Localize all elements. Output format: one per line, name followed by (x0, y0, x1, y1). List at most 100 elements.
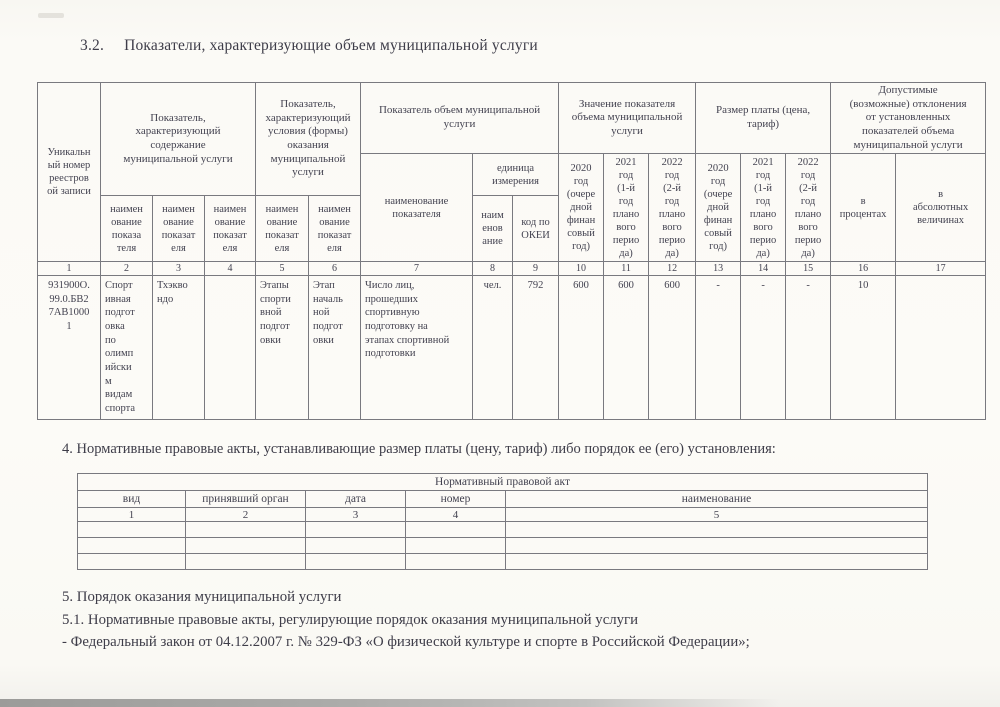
data-registry-number: 931900О. 99.0.БВ2 7АВ1000 1 (37, 275, 101, 421)
header-subname-3: наимен ование показат еля (204, 195, 256, 263)
header-subname-1: наимен ование показа теля (100, 195, 153, 263)
section-3-2-heading: 3.2. Показатели, характеризующие объем му… (80, 37, 538, 55)
colnum-cell: 6 (307, 261, 362, 277)
colnum-cell: 10 (558, 261, 605, 277)
data-value-2022: 600 (648, 275, 697, 421)
legal-colnum-cell: 5 (504, 507, 929, 522)
legal-empty-row (77, 553, 929, 570)
legal-empty-cell (185, 553, 306, 570)
legal-col-organ: принявший орган (185, 490, 306, 508)
legal-empty-cell (77, 553, 186, 570)
colnum-cell: 3 (152, 261, 205, 277)
colnum-cell: 8 (472, 261, 514, 277)
header-unique-number: Уникальн ый номер реестров ой записи (37, 81, 101, 263)
data-deviation-absolute (895, 275, 987, 421)
legal-empty-cell (504, 553, 929, 570)
legal-empty-cell (405, 537, 506, 554)
legal-col-number: номер (405, 490, 506, 508)
data-price-2021: - (740, 275, 787, 421)
legal-empty-cell (185, 521, 306, 538)
volume-indicators-table: Уникальн ый номер реестров ой записи Пок… (37, 81, 987, 421)
section-3-2-number: 3.2. (80, 37, 105, 54)
data-deviation-percent: 10 (830, 275, 897, 421)
data-value-2020: 600 (558, 275, 605, 421)
section-5-block: 5. Порядок оказания муниципальной услуги… (62, 586, 982, 654)
legal-empty-row (77, 537, 929, 554)
header-year-2022-value: 2022 год (2-й год плано вого перио да) (648, 153, 697, 263)
section-4-title: 4. Нормативные правовые акты, устанавлив… (62, 441, 776, 457)
header-group-value: Значение показателя объема муниципальной… (558, 81, 697, 155)
legal-colnum-cell: 4 (405, 507, 506, 522)
header-unit: единица измерения (472, 153, 560, 197)
colnum-cell: 16 (830, 261, 897, 277)
section-5-1-law-item: - Федеральный закон от 04.12.2007 г. № 3… (62, 634, 750, 650)
colnum-cell: 11 (603, 261, 650, 277)
legal-empty-cell (305, 553, 406, 570)
data-okei-code: 792 (512, 275, 560, 421)
legal-acts-table: Нормативный правовой акт вид принявший о… (76, 473, 929, 570)
header-year-2022-price: 2022 год (2-й год плано вого перио да) (785, 153, 832, 263)
data-unit-name: чел. (472, 275, 514, 421)
legal-empty-row (77, 521, 929, 538)
colnum-cell: 4 (204, 261, 256, 277)
legal-col-date: дата (305, 490, 406, 508)
colnum-cell: 15 (785, 261, 832, 277)
header-group-deviation: Допустимые (возможные) отклонения от уст… (830, 81, 987, 155)
legal-table-title: Нормативный правовой акт (76, 473, 929, 491)
legal-empty-cell (185, 537, 306, 554)
legal-empty-cell (305, 537, 406, 554)
header-subname-5: наимен ование показат еля (307, 195, 362, 263)
legal-empty-cell (77, 537, 186, 554)
header-group-volume: Показатель объем муниципальной услуги (360, 81, 560, 155)
table-row: 931900О. 99.0.БВ2 7АВ1000 1 Спорт ивная … (37, 275, 987, 421)
colnum-cell: 7 (360, 261, 474, 277)
colnum-cell: 5 (255, 261, 309, 277)
header-unit-okei: код по ОКЕИ (512, 195, 560, 263)
scan-edge-shadow (0, 699, 780, 707)
data-price-2020: - (695, 275, 742, 421)
legal-col-name: наименование (504, 490, 929, 508)
header-subname-4: наимен ование показат еля (255, 195, 309, 263)
colnum-cell: 12 (648, 261, 697, 277)
colnum-cell: 1 (37, 261, 101, 277)
legal-empty-cell (504, 537, 929, 554)
header-year-2021-price: 2021 год (1-й год плано вого перио да) (740, 153, 787, 263)
colnum-cell: 2 (100, 261, 153, 277)
header-group-conditions: Показатель, характеризующий условия (фор… (254, 81, 362, 197)
legal-empty-cell (77, 521, 186, 538)
colnum-cell: 9 (512, 261, 560, 277)
section-5-title: 5. Порядок оказания муниципальной услуги (62, 589, 342, 605)
colnum-cell: 17 (895, 261, 987, 277)
legal-empty-cell (405, 553, 506, 570)
header-subname-2: наимен ование показат еля (152, 195, 205, 263)
section-5-1-title: 5.1. Нормативные правовые акты, регулиру… (62, 611, 639, 628)
legal-colnum-cell: 3 (305, 507, 406, 522)
section-3-2-title: Показатели, характеризующие объем муници… (124, 37, 538, 54)
header-year-2020-value: 2020 год (очере дной финан совый год) (558, 153, 605, 263)
data-condition-2: Этап началь ной подгот овки (307, 275, 362, 421)
header-deviation-absolute: в абсолютных величинах (895, 153, 987, 263)
scan-artifact (38, 13, 64, 18)
data-content-1: Спорт ивная подгот овка по олимп ийски м… (100, 275, 153, 421)
legal-colnum-cell: 2 (185, 507, 306, 522)
colnum-cell: 14 (740, 261, 787, 277)
header-indicator-name: наименование показателя (360, 153, 474, 263)
header-group-content: Показатель, характеризующий содержание м… (100, 81, 256, 197)
legal-empty-cell (305, 521, 406, 538)
legal-col-vid: вид (77, 490, 186, 508)
legal-empty-cell (405, 521, 506, 538)
header-deviation-percent: в процентах (830, 153, 897, 263)
data-indicator-name: Число лиц, прошедших спортивную подготов… (360, 275, 474, 421)
data-content-3 (204, 275, 256, 421)
header-group-price: Размер платы (цена, тариф) (695, 81, 832, 155)
data-content-2: Тхэкво ндо (152, 275, 205, 421)
data-condition-1: Этапы спорти вной подгот овки (255, 275, 309, 421)
data-price-2022: - (785, 275, 832, 421)
legal-empty-cell (504, 521, 929, 538)
colnum-cell: 13 (695, 261, 742, 277)
column-number-row: 1 2 3 4 5 6 7 8 9 10 11 12 13 14 15 16 1… (37, 261, 987, 277)
header-unit-name: наим енов ание (472, 195, 514, 263)
data-value-2021: 600 (603, 275, 650, 421)
